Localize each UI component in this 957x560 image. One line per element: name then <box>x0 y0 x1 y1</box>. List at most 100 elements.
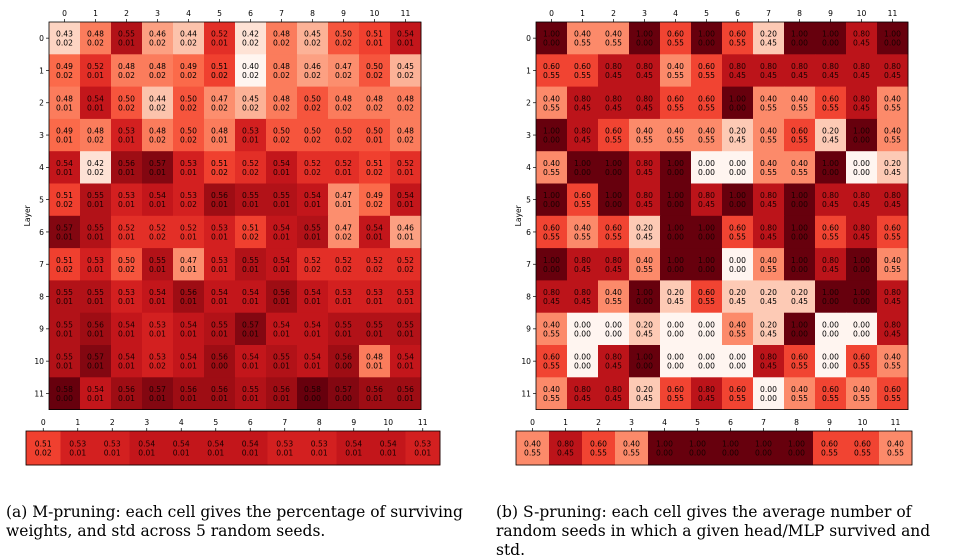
cell-std-label: 0.55 <box>822 394 839 403</box>
heatmap-cell <box>266 345 298 378</box>
cell-value-label: 0.40 <box>791 159 808 168</box>
heatmap-cell <box>111 118 143 152</box>
heatmap-cell <box>784 280 816 314</box>
cell-std-label: 0.55 <box>698 71 715 80</box>
cell-std-label: 0.01 <box>345 449 362 458</box>
heatmap-cell <box>235 248 267 281</box>
heatmap-cell <box>879 431 913 466</box>
heatmap-cell <box>660 118 692 152</box>
cell-std-label: 0.45 <box>636 232 653 241</box>
cell-std-label: 0.00 <box>574 329 591 338</box>
cell-value-label: 0.60 <box>822 94 839 103</box>
cell-value-label: 0.00 <box>698 159 715 168</box>
cell-std-label: 0.55 <box>854 449 871 458</box>
cell-std-label: 0.45 <box>760 200 777 209</box>
cell-std-label: 0.02 <box>242 39 259 48</box>
cell-std-label: 0.00 <box>543 39 560 48</box>
cell-value-label: 0.53 <box>180 191 197 200</box>
heatmap-cell <box>784 377 816 410</box>
cell-std-label: 0.02 <box>149 103 166 112</box>
cell-value-label: 0.80 <box>574 385 591 394</box>
cell-std-label: 0.01 <box>138 449 155 458</box>
cell-value-label: 0.42 <box>87 159 104 168</box>
heatmap-cell <box>536 118 568 152</box>
cell-std-label: 0.02 <box>304 168 321 177</box>
heatmap-cell <box>49 183 81 217</box>
cell-std-label: 0.02 <box>35 449 52 458</box>
heatmap-cell <box>747 431 781 466</box>
y-tick-label: 10 <box>34 357 44 366</box>
cell-value-label: 0.60 <box>667 94 684 103</box>
heatmap-cell <box>142 280 174 314</box>
cell-std-label: 0.55 <box>729 39 746 48</box>
cell-std-label: 0.55 <box>543 362 560 371</box>
heatmap-cell <box>297 248 329 281</box>
cell-value-label: 0.20 <box>636 320 653 329</box>
cell-value-label: 0.48 <box>366 353 383 362</box>
cell-value-label: 0.60 <box>543 62 560 71</box>
cell-std-label: 0.01 <box>304 297 321 306</box>
cell-std-label: 0.45 <box>636 103 653 112</box>
cell-std-label: 0.01 <box>149 168 166 177</box>
heatmap-cell <box>598 280 630 314</box>
cell-std-label: 0.55 <box>543 329 560 338</box>
cell-value-label: 0.80 <box>822 256 839 265</box>
heatmap-cell <box>877 151 909 184</box>
cell-std-label: 0.55 <box>574 39 591 48</box>
cell-value-label: 0.40 <box>524 440 541 449</box>
cell-std-label: 0.55 <box>884 394 901 403</box>
heatmap-cell <box>49 22 81 55</box>
cell-std-label: 0.01 <box>118 362 135 371</box>
cell-value-label: 1.00 <box>698 223 715 232</box>
cell-value-label: 0.55 <box>242 385 259 394</box>
cell-std-label: 0.55 <box>543 103 560 112</box>
heatmap-cell <box>359 22 391 55</box>
cell-value-label: 0.48 <box>149 127 166 136</box>
cell-value-label: 0.80 <box>574 127 591 136</box>
cell-std-label: 0.01 <box>311 449 328 458</box>
cell-value-label: 0.54 <box>304 288 321 297</box>
cell-std-label: 0.45 <box>760 71 777 80</box>
cell-std-label: 0.00 <box>667 200 684 209</box>
heatmap-cell <box>235 377 267 410</box>
y-tick-label: 7 <box>526 260 531 269</box>
heatmap-cell <box>266 215 298 249</box>
heatmap-cell <box>142 54 174 87</box>
cell-value-label: 0.60 <box>729 385 746 394</box>
cell-value-label: 0.51 <box>56 191 73 200</box>
heatmap-cell <box>359 280 391 314</box>
cell-std-label: 0.00 <box>853 136 870 145</box>
cell-value-label: 0.58 <box>304 385 321 394</box>
heatmap-cell <box>660 345 692 378</box>
cell-std-label: 0.01 <box>242 265 259 274</box>
heatmap-cell <box>660 151 692 184</box>
x-tick-label: 10 <box>857 9 867 18</box>
cell-value-label: 0.60 <box>698 62 715 71</box>
heatmap-cell <box>815 118 847 152</box>
cell-value-label: 0.54 <box>149 288 166 297</box>
heatmap-cell <box>784 151 816 184</box>
x-tick-label: 11 <box>401 9 411 18</box>
x-tick-label: 10 <box>370 9 380 18</box>
cell-value-label: 0.56 <box>273 385 290 394</box>
cell-std-label: 0.02 <box>149 362 166 371</box>
cell-std-label: 0.01 <box>397 394 414 403</box>
cell-value-label: 0.45 <box>397 62 414 71</box>
cell-value-label: 0.80 <box>884 62 901 71</box>
heatmap-cell <box>80 345 112 378</box>
cell-std-label: 0.55 <box>590 449 607 458</box>
heatmap-cell <box>359 345 391 378</box>
cell-std-label: 0.45 <box>884 168 901 177</box>
cell-value-label: 0.52 <box>397 256 414 265</box>
heatmap-frame <box>48 21 422 411</box>
cell-value-label: 0.80 <box>760 62 777 71</box>
cell-value-label: 0.40 <box>760 94 777 103</box>
cell-std-label: 0.01 <box>273 168 290 177</box>
cell-std-label: 0.01 <box>180 168 197 177</box>
heatmap-cell <box>328 280 360 314</box>
heatmap-cell <box>877 215 909 249</box>
heatmap-cell <box>302 431 337 466</box>
cell-value-label: 0.46 <box>149 30 166 39</box>
heatmap-cell <box>753 280 785 314</box>
heatmap-cell <box>235 183 267 217</box>
